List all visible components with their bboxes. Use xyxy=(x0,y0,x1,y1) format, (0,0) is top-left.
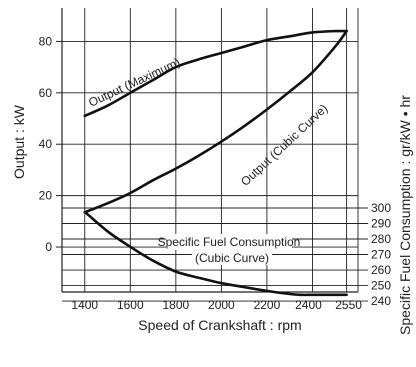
fuel-label-background xyxy=(192,250,272,265)
labels-group: 1400 1600 1800 2000 2200 2400 2550 0 20 40 60 80 240… xyxy=(11,34,413,335)
y-tick-label: 0 xyxy=(45,240,52,254)
x-tick-label: 1600 xyxy=(117,298,144,312)
x-axis-label: Speed of Crankshaft : rpm xyxy=(138,317,301,333)
series-output-maximum xyxy=(83,29,348,118)
x-tick-label: 2400 xyxy=(295,298,322,312)
y-tick-label: 60 xyxy=(39,86,53,100)
x-tick-label: 2550 xyxy=(335,298,362,312)
y-tick-label: 20 xyxy=(39,189,53,203)
series-fuel-consumption xyxy=(83,210,348,297)
plot-frame xyxy=(61,8,359,293)
series-label-fuel-consumption-sub: (Cubic Curve) xyxy=(195,251,269,265)
y2-tick-label: 260 xyxy=(371,263,391,277)
y2-tick-label: 280 xyxy=(371,232,391,246)
y-axis-label: Output : kW xyxy=(11,104,27,179)
y2-tick-label: 250 xyxy=(371,279,391,293)
y2-tick-label: 270 xyxy=(371,248,391,262)
grid xyxy=(56,8,368,302)
series-label-output-cubic: Output (Cubic Curve) xyxy=(238,101,330,189)
series-label-output-maximum: Output (Maximum) xyxy=(86,55,182,110)
fuel-label-background xyxy=(166,234,292,250)
y2-tick-label: 290 xyxy=(371,217,391,231)
x-tick-label: 1800 xyxy=(162,298,189,312)
x-tick-label: 2000 xyxy=(208,298,235,312)
series-output-cubic xyxy=(83,29,348,214)
y-tick-label: 40 xyxy=(39,137,53,151)
series-label-fuel-consumption: Specific Fuel Consumption xyxy=(158,235,301,249)
x-tick-label: 1400 xyxy=(71,298,98,312)
y2-axis-label: Specific Fuel Consumption : gr/kW • hr xyxy=(397,95,413,335)
y2-tick-label: 240 xyxy=(371,294,391,308)
x-tick-label: 2200 xyxy=(254,298,281,312)
y-tick-label: 80 xyxy=(39,34,53,48)
series-group xyxy=(83,29,348,297)
y2-tick-label: 300 xyxy=(371,201,391,215)
